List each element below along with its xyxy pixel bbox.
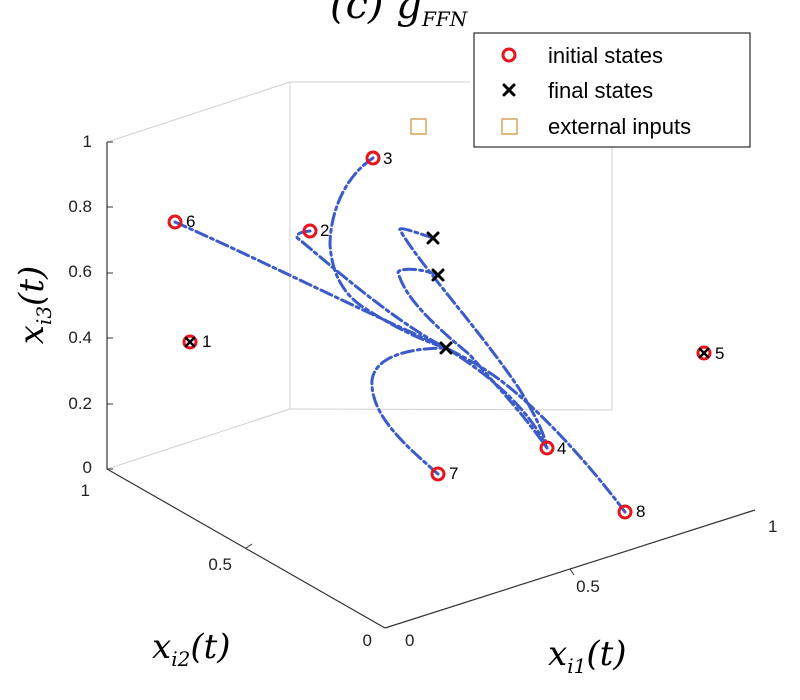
initial-marker-1: [182, 334, 198, 350]
legend-external-label: external inputs: [548, 114, 691, 139]
legend-initial-label: initial states: [548, 43, 663, 68]
trajectory-7: [370, 346, 448, 476]
legend-final-label: final states: [548, 78, 653, 103]
trajectory-6: [173, 220, 448, 350]
trajectory-8: [444, 346, 627, 514]
point-labels: 1 2 3 4 5 6 7 8: [186, 149, 724, 521]
z-tick-0.2: 0.2: [68, 394, 92, 413]
y-tick-0: 0: [363, 631, 372, 650]
title-main: g: [396, 0, 422, 28]
initial-marker-8: [617, 504, 633, 520]
trajectory-4: [444, 346, 549, 450]
legend-external-marker: [501, 118, 518, 135]
initial-marker-3: [365, 150, 381, 166]
z-tick-1: 1: [83, 132, 92, 151]
y-axis-line: [106, 468, 386, 629]
point-label-7: 7: [449, 464, 458, 483]
final-marker-a: [426, 231, 440, 245]
z-tick-0: 0: [83, 458, 92, 477]
final-marker-c: [439, 341, 453, 355]
top-left-edge: [106, 81, 291, 143]
legend-final-marker: [502, 83, 516, 97]
trajectory-2: [295, 229, 448, 350]
z-tick-labels: 0 0.2 0.4 0.6 0.8 1: [68, 132, 92, 477]
y-tick-0.5: 0.5: [208, 555, 232, 574]
z-axis-label: xi3(t): [12, 266, 56, 345]
initial-marker-2: [302, 223, 318, 239]
trajectory-3: [328, 156, 448, 350]
legend: initial states final states external inp…: [473, 32, 751, 148]
point-label-4: 4: [557, 439, 566, 458]
z-tick-0.8: 0.8: [68, 197, 92, 216]
x-tick-0.5: 0.5: [576, 577, 600, 596]
x-tick-labels: 0 0.5 1: [405, 517, 777, 650]
floor-left-back-edge: [106, 408, 291, 470]
legend-box: [473, 32, 751, 148]
point-label-1: 1: [202, 332, 211, 351]
floor-right-back-edge: [289, 408, 613, 411]
tick-marks: [107, 141, 575, 576]
title-prefix: (c): [330, 0, 396, 28]
point-label-5: 5: [715, 344, 724, 363]
z-tick-0.4: 0.4: [68, 328, 92, 347]
final-state-markers: [426, 231, 453, 355]
initial-state-markers: [167, 150, 712, 520]
trajectories: [173, 156, 627, 514]
point-label-6: 6: [186, 212, 195, 231]
legend-initial-marker: [501, 47, 517, 63]
x-axis-label: xi1(t): [548, 634, 627, 678]
x-tick-1: 1: [768, 517, 777, 536]
coincident-final-markers: [184, 336, 710, 359]
final-marker-5: [698, 347, 710, 359]
z-tick-0.6: 0.6: [68, 262, 92, 281]
x-tick-0: 0: [405, 631, 414, 650]
point-label-2: 2: [320, 221, 329, 240]
y-tick-labels: 1 0.5 0: [81, 481, 372, 650]
initial-marker-7: [430, 466, 446, 482]
final-marker-b: [431, 268, 445, 282]
trajectory-final-a: [398, 227, 549, 450]
y-axis-label: xi2(t): [152, 627, 231, 671]
trajectory-final-b: [396, 267, 549, 450]
point-label-8: 8: [636, 502, 645, 521]
initial-marker-5: [696, 345, 712, 361]
external-input-marker: [410, 118, 427, 135]
point-label-3: 3: [383, 149, 392, 168]
title-subscript: FFN: [421, 7, 469, 31]
y-tick-1: 1: [81, 481, 90, 500]
initial-marker-6: [167, 214, 183, 230]
chart-title: (c) gFFN: [330, 0, 469, 31]
final-marker-1: [184, 336, 196, 348]
front-axes: [106, 142, 756, 629]
initial-marker-4: [539, 440, 555, 456]
